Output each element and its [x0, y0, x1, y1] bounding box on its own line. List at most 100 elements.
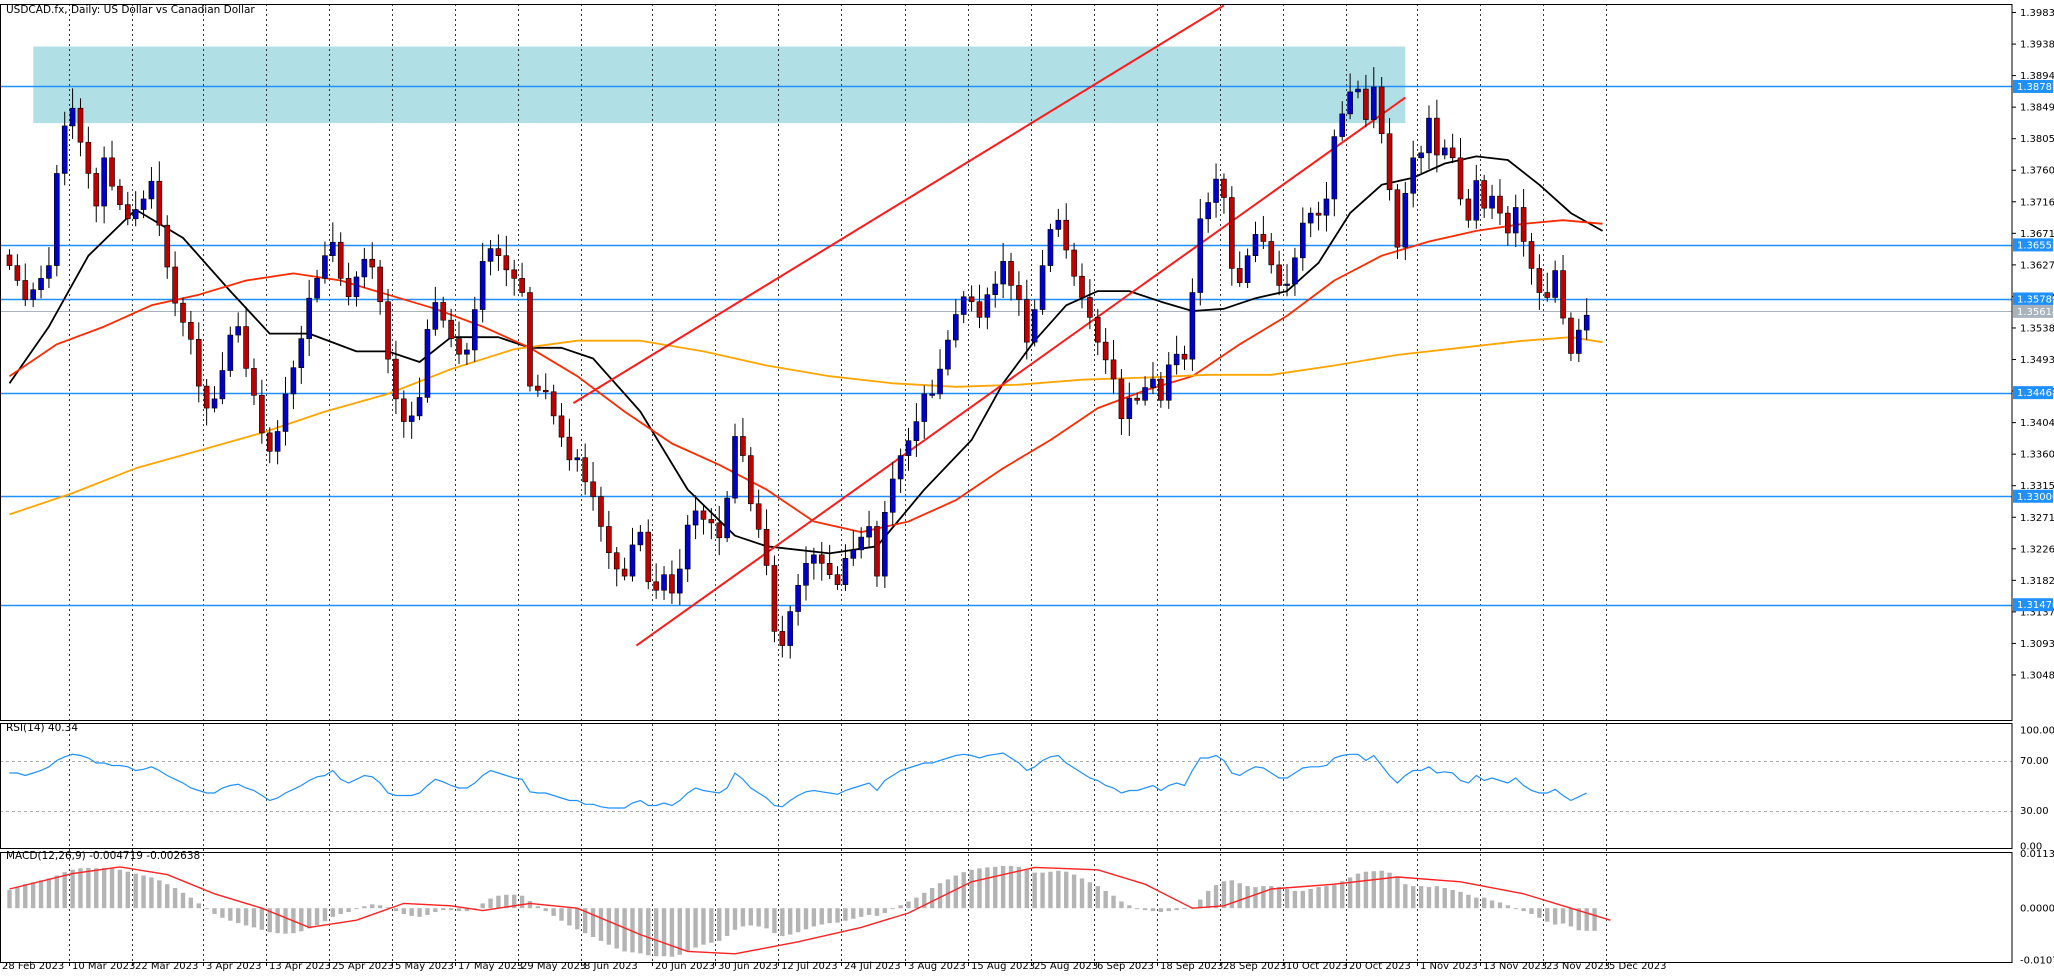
macd-histogram-bar [1142, 908, 1148, 911]
candle-up [1355, 88, 1361, 93]
macd-histogram-bar [259, 908, 265, 930]
macd-histogram-bar [141, 875, 146, 909]
macd-histogram-bar [993, 866, 998, 909]
candle-up [1000, 261, 1006, 285]
macd-histogram-bar [188, 897, 194, 909]
macd-histogram-bar [795, 908, 801, 933]
macd-histogram-bar [1458, 891, 1463, 909]
candle-down [1315, 212, 1322, 216]
candle-down [558, 415, 565, 438]
price-tick-label: 1.37160 [2020, 197, 2054, 208]
candle-down [1110, 359, 1117, 380]
candle-up [1173, 353, 1180, 366]
macd-histogram-bar [23, 884, 28, 909]
panel-border [0, 4, 2013, 721]
time-tick-label: 28 Feb 2023 [2, 961, 64, 972]
candle-up [905, 440, 912, 456]
macd-histogram-bar [1261, 886, 1266, 909]
macd-histogram-bar [180, 892, 186, 909]
macd-histogram-bar [1450, 889, 1455, 909]
macd-histogram-bar [78, 868, 83, 909]
macd-histogram-bar [1008, 865, 1014, 909]
macd-histogram-bar [1205, 890, 1211, 909]
candle-down [195, 339, 202, 387]
candle-down [550, 391, 557, 417]
macd-signal-line [9, 866, 1611, 955]
macd-histogram-bar [985, 867, 990, 909]
candle-down [124, 204, 131, 220]
candle-down [400, 398, 407, 422]
macd-histogram-bar [1560, 908, 1566, 924]
macd-histogram-bar [772, 908, 777, 934]
macd-histogram-bar [425, 908, 430, 915]
candle-up [787, 611, 794, 646]
macd-histogram-bar [740, 908, 746, 927]
candle-up [1552, 270, 1558, 298]
macd-histogram-bar [235, 908, 241, 924]
macd-histogram-bar [1552, 908, 1558, 925]
candle-up [1331, 136, 1338, 200]
candle-down [621, 568, 628, 577]
macd-histogram-bar [1229, 880, 1235, 909]
macd-histogram-bar [1111, 895, 1116, 909]
price-level-badge-label: 1.36552 [2017, 240, 2054, 251]
candle-down [385, 301, 391, 360]
candle-up [1339, 113, 1346, 137]
macd-histogram-bar [1340, 881, 1345, 909]
candle-up [38, 278, 44, 290]
candle-up [684, 524, 691, 570]
macd-histogram-bar [858, 908, 864, 917]
macd-histogram-bar [1150, 908, 1156, 912]
macd-histogram-bar [835, 908, 840, 923]
macd-histogram-bar [598, 908, 604, 941]
candle-up [692, 510, 699, 526]
macd-histogram-bar [338, 908, 343, 914]
candle-up [211, 398, 218, 409]
candle-down [874, 526, 880, 577]
macd-histogram-bar [1095, 886, 1100, 909]
macd-histogram-bar [480, 903, 485, 909]
price-level-badge [2013, 79, 2053, 93]
macd-histogram-bar [1403, 884, 1408, 909]
macd-histogram-bar [906, 901, 911, 909]
resistance-zone [33, 46, 1406, 124]
macd-histogram-bar [377, 905, 383, 909]
candle-up [101, 157, 107, 207]
macd-histogram-bar [519, 895, 525, 909]
candle-down [519, 278, 525, 293]
macd-histogram-bar [1000, 865, 1006, 909]
candle-down [1008, 261, 1014, 286]
candle-up [889, 478, 896, 513]
macd-histogram-bar [1489, 900, 1495, 909]
macd-histogram-bar [149, 877, 154, 909]
macd-histogram-bar [1056, 870, 1061, 909]
price-tick-label: 1.30930 [2020, 639, 2054, 650]
price-tick-label: 1.33600 [2020, 450, 2054, 461]
rsi-label: RSI(14) 40.34 [6, 722, 78, 734]
candle-down [834, 574, 841, 585]
macd-histogram-bar [646, 908, 651, 956]
macd-histogram-bar [874, 908, 880, 916]
moving-average-line [8, 155, 1603, 555]
candle-down [590, 481, 596, 497]
candle-down [1520, 207, 1527, 242]
macd-histogram-bar [1016, 866, 1022, 909]
macd-histogram-bar [370, 904, 375, 909]
macd-histogram-bar [535, 906, 541, 909]
price-level-badge [2013, 292, 2053, 306]
candle-up [1347, 91, 1353, 115]
candle-up [69, 107, 76, 127]
macd-histogram-bar [1379, 870, 1384, 909]
candle-up [54, 173, 60, 266]
macd-histogram-bar [1308, 888, 1313, 909]
candle-up [1426, 117, 1432, 154]
macd-histogram-bar [117, 869, 123, 909]
candle-down [109, 157, 115, 187]
price-level-badge-label: 1.31476 [2017, 600, 2054, 611]
price-tick-label: 1.32265 [2020, 544, 2054, 555]
macd-histogram-bar [748, 908, 753, 926]
candle-up [677, 568, 683, 594]
price-level-badge-label: 1.33006 [2017, 492, 2054, 503]
